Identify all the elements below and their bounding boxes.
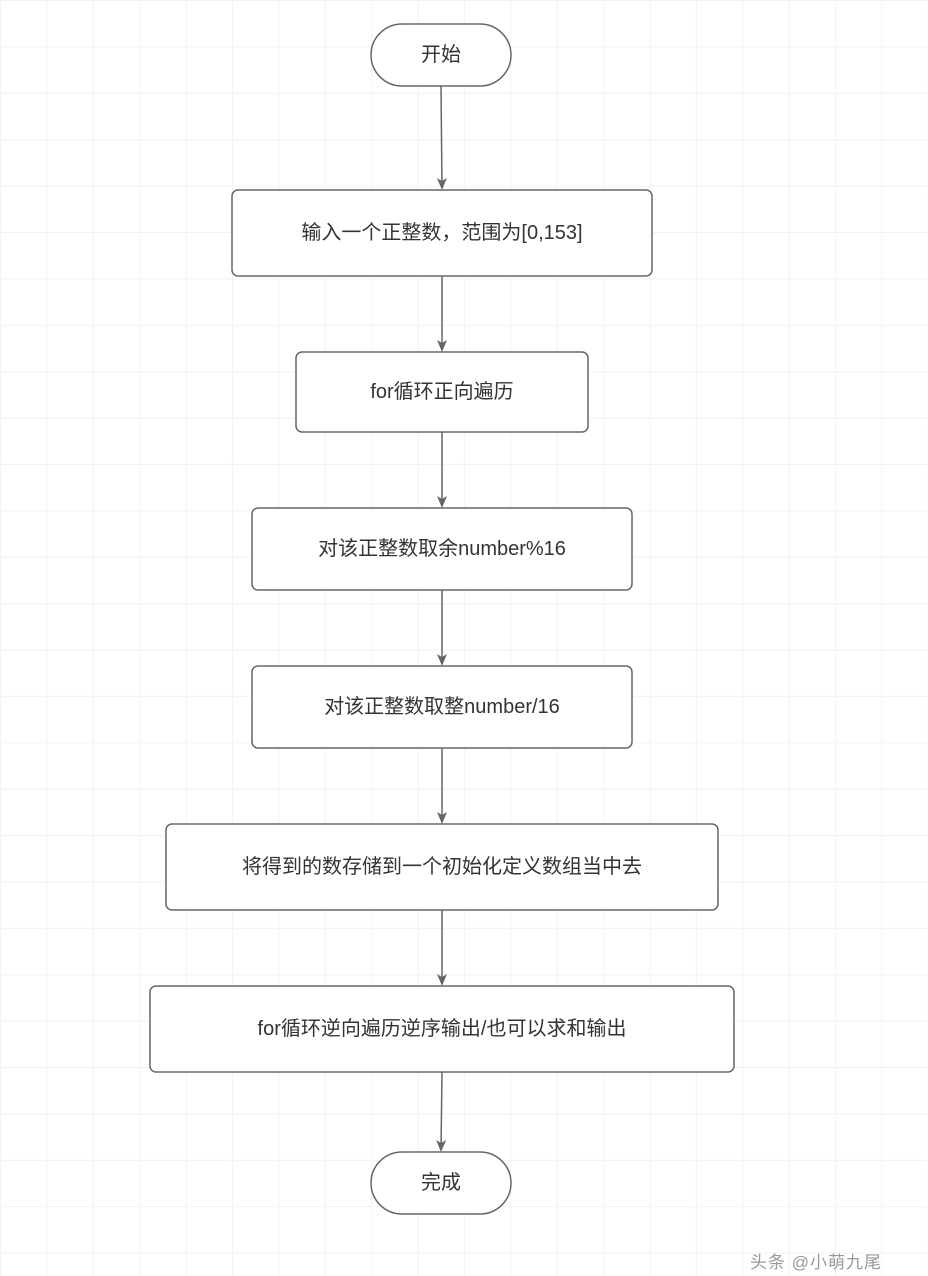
node-store xyxy=(166,824,718,910)
node-div xyxy=(252,666,632,748)
edge-loop2-end xyxy=(441,1072,442,1150)
edge-start-input xyxy=(441,86,442,188)
node-input xyxy=(232,190,652,276)
node-loop1 xyxy=(296,352,588,432)
watermark-text: 头条 @小萌九尾 xyxy=(750,1248,882,1273)
node-loop2 xyxy=(150,986,734,1072)
flowchart-canvas: 开始输入一个正整数，范围为[0,153]for循环正向遍历对该正整数取余numb… xyxy=(0,0,928,1276)
node-end xyxy=(371,1152,511,1214)
node-start xyxy=(371,24,511,86)
node-mod xyxy=(252,508,632,590)
flowchart-svg xyxy=(0,0,928,1276)
